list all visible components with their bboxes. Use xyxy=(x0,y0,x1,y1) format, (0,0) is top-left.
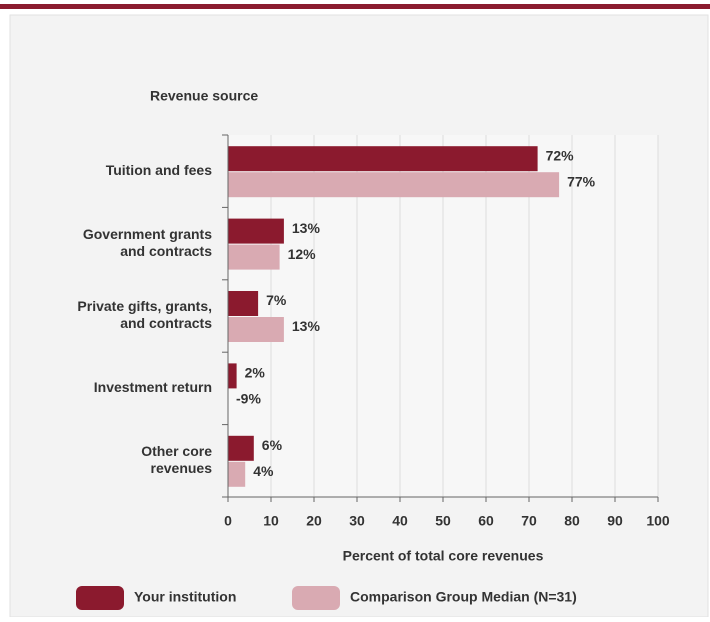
x-tick-label: 40 xyxy=(392,513,408,529)
x-tick-label: 90 xyxy=(607,513,623,529)
x-tick-label: 30 xyxy=(349,513,365,529)
y-tick-label: Other core xyxy=(141,443,212,459)
y-tick-label: Private gifts, grants, xyxy=(77,298,212,314)
x-tick-label: 80 xyxy=(564,513,580,529)
bar xyxy=(228,218,284,244)
y-tick-label: Investment return xyxy=(94,379,212,395)
legend-label: Comparison Group Median (N=31) xyxy=(350,589,577,605)
y-axis-title: Revenue source xyxy=(150,88,258,104)
x-tick-label: 70 xyxy=(521,513,537,529)
bar xyxy=(228,146,538,172)
x-tick-label: 0 xyxy=(224,513,232,529)
value-label: 72% xyxy=(546,147,575,163)
bar xyxy=(228,317,284,342)
value-label: 2% xyxy=(245,365,266,381)
value-label: 4% xyxy=(253,463,274,479)
x-tick-label: 60 xyxy=(478,513,494,529)
value-label: 6% xyxy=(262,437,283,453)
legend-label: Your institution xyxy=(134,589,236,605)
bar xyxy=(228,435,254,461)
top-bar xyxy=(0,4,710,9)
x-tick-label: 10 xyxy=(263,513,279,529)
y-tick-label: Government grants xyxy=(83,226,212,242)
bar xyxy=(228,363,237,389)
y-tick-label: and contracts xyxy=(120,315,212,331)
y-tick-label: Tuition and fees xyxy=(106,162,213,178)
bar xyxy=(228,291,259,316)
value-label: 13% xyxy=(292,318,321,334)
legend-swatch xyxy=(76,586,124,610)
legend-swatch xyxy=(292,586,340,610)
y-tick-label: and contracts xyxy=(120,243,212,259)
bar xyxy=(228,172,560,198)
x-tick-label: 50 xyxy=(435,513,451,529)
value-label: 7% xyxy=(266,292,287,308)
bar xyxy=(228,461,246,487)
x-tick-label: 100 xyxy=(646,513,670,529)
x-tick-label: 20 xyxy=(306,513,322,529)
value-label: -9% xyxy=(236,391,261,407)
value-label: 77% xyxy=(567,173,596,189)
value-label: 13% xyxy=(292,220,321,236)
bar xyxy=(228,244,280,270)
x-axis-title: Percent of total core revenues xyxy=(343,548,544,564)
y-tick-label: revenues xyxy=(151,460,213,476)
value-label: 12% xyxy=(288,246,317,262)
